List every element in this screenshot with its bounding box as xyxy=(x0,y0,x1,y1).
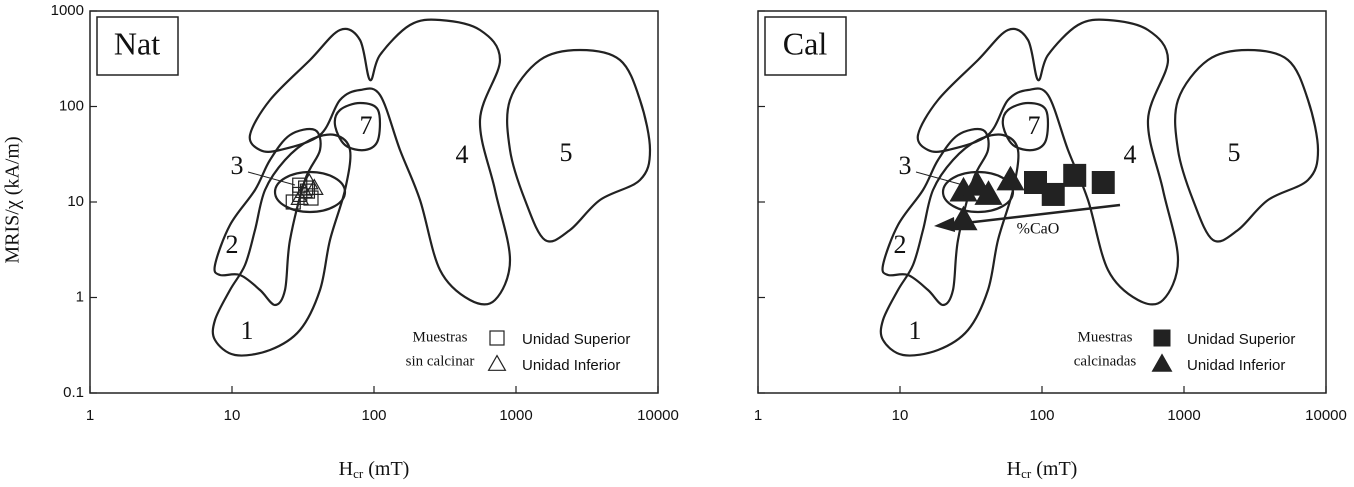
x-axis-label: Hcr (mT) xyxy=(339,458,410,481)
region-label: 3 xyxy=(899,151,912,180)
x-label-sub: cr xyxy=(1021,466,1032,481)
legend-title: Muestras xyxy=(413,329,468,345)
legend-title: sin calcinar xyxy=(406,353,475,369)
region-outline xyxy=(879,133,1020,357)
x-label-rest: (mT) xyxy=(363,458,409,480)
region-label: 5 xyxy=(560,138,573,167)
region-label: 7 xyxy=(360,111,373,140)
data-point xyxy=(292,177,308,193)
x-tick-label: 1 xyxy=(86,407,94,424)
y-tick-label: 1 xyxy=(76,288,84,305)
region-outline xyxy=(916,18,1180,306)
region-label: 4 xyxy=(456,140,469,169)
panel-title: Nat xyxy=(114,25,160,61)
region-label: 7 xyxy=(1028,111,1041,140)
x-tick-label: 1000 xyxy=(499,407,532,424)
y-tick-label: 100 xyxy=(59,97,84,114)
data-point xyxy=(290,188,310,205)
y-tick-label: 1000 xyxy=(51,2,84,19)
legend-title: Muestras xyxy=(1078,329,1133,345)
region-outline xyxy=(333,101,382,152)
legend-marker xyxy=(1153,329,1171,347)
x-tick-label: 100 xyxy=(361,407,386,424)
region-label: 5 xyxy=(1228,138,1241,167)
arrow-label: %CaO xyxy=(1017,221,1060,238)
legend-label: Unidad Superior xyxy=(1187,331,1295,348)
legend-marker xyxy=(489,330,505,346)
legend-marker xyxy=(487,354,507,371)
leader-line xyxy=(247,171,296,186)
data-point xyxy=(949,205,978,231)
leader-line xyxy=(915,171,964,186)
legend-title: calcinadas xyxy=(1074,353,1137,369)
region-label: 1 xyxy=(909,316,922,345)
legend-label: Unidad Inferior xyxy=(522,357,620,374)
x-tick-label: 1 xyxy=(754,407,762,424)
data-point xyxy=(974,180,1003,205)
data-point xyxy=(1041,182,1065,206)
panel: 1 10 100 1000 10000 1 2 3 4 5 7 Cal Hcr (mT) %CaO Mues… xyxy=(754,10,1347,481)
legend-marker xyxy=(1151,353,1173,372)
region-label: 4 xyxy=(1124,140,1137,169)
region-outline xyxy=(1001,101,1050,152)
data-point xyxy=(1091,171,1115,195)
region-label: 1 xyxy=(241,316,254,345)
region-label: 2 xyxy=(894,230,907,259)
data-point xyxy=(1063,163,1087,187)
region-label: 2 xyxy=(226,230,239,259)
x-label-sub: cr xyxy=(353,466,364,481)
x-label-main: H xyxy=(1007,458,1021,480)
region-outline xyxy=(213,127,322,307)
x-tick-label: 10000 xyxy=(1305,407,1347,424)
region-outline xyxy=(1174,48,1320,243)
region-outline xyxy=(273,170,347,214)
panel-title: Cal xyxy=(783,25,828,61)
region-label: 3 xyxy=(231,151,244,180)
data-point xyxy=(996,165,1025,191)
x-tick-label: 10 xyxy=(892,407,909,424)
y-tick-label: 0.1 xyxy=(63,384,84,401)
data-point xyxy=(304,178,324,195)
x-tick-label: 10000 xyxy=(637,407,679,424)
x-label-rest: (mT) xyxy=(1031,458,1077,480)
data-point xyxy=(1024,171,1048,195)
x-label-main: H xyxy=(339,458,353,480)
legend-label: Unidad Superior xyxy=(522,331,630,348)
region-outline xyxy=(248,18,512,306)
trend-arrow xyxy=(947,203,1121,227)
arrow-head xyxy=(934,217,955,232)
x-tick-label: 1000 xyxy=(1167,407,1200,424)
legend-label: Unidad Inferior xyxy=(1187,357,1285,374)
panel-title-box xyxy=(96,16,179,76)
region-outline xyxy=(211,133,352,357)
x-axis-label: Hcr (mT) xyxy=(1007,458,1078,481)
region-outline xyxy=(506,48,652,243)
x-tick-label: 10 xyxy=(224,407,241,424)
y-tick-label: 10 xyxy=(67,193,84,210)
panel-title-box xyxy=(764,16,847,76)
region-outline xyxy=(941,170,1015,214)
x-tick-label: 100 xyxy=(1029,407,1054,424)
y-axis-label: MRIS/χ (kA/m) xyxy=(2,136,24,263)
